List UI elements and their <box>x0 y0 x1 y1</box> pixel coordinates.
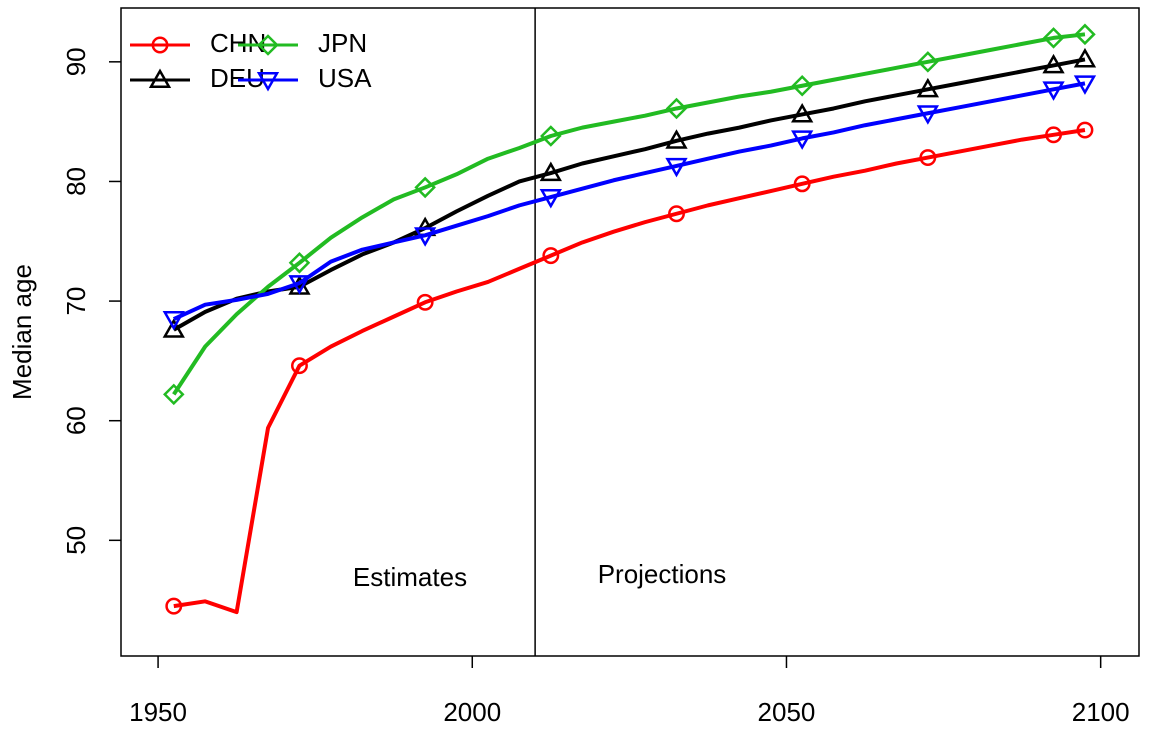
legend-label: DEU <box>210 63 265 93</box>
marker <box>793 175 811 193</box>
marker <box>665 129 688 149</box>
series-line <box>172 32 1086 396</box>
annotation: Projections <box>598 559 727 589</box>
legend-marker <box>257 34 279 56</box>
y-tick-label: 70 <box>61 287 91 316</box>
marker <box>665 97 688 120</box>
marker <box>162 311 185 331</box>
marker <box>1042 27 1065 49</box>
legend-label: JPN <box>318 28 367 58</box>
marker <box>1042 81 1065 101</box>
marker <box>165 597 183 615</box>
x-tick-label: 2000 <box>443 697 501 727</box>
marker <box>540 125 562 147</box>
marker <box>416 293 434 311</box>
x-tick-label: 1950 <box>129 697 187 727</box>
marker <box>668 205 685 223</box>
marker <box>791 74 813 97</box>
marker <box>288 275 311 295</box>
marker <box>1073 47 1097 68</box>
y-axis-label: Median age <box>7 264 37 400</box>
x-tick-label: 2050 <box>758 697 816 727</box>
marker <box>1076 121 1094 139</box>
marker <box>917 51 939 73</box>
marker <box>916 77 940 98</box>
marker <box>413 227 437 247</box>
marker <box>163 383 185 406</box>
marker <box>791 102 814 123</box>
marker <box>539 189 562 209</box>
marker <box>791 130 814 150</box>
legend-marker <box>148 68 172 88</box>
marker <box>539 161 562 182</box>
marker <box>162 318 185 338</box>
marker <box>916 105 940 125</box>
series-line <box>172 57 1086 332</box>
marker <box>1045 126 1062 144</box>
marker <box>665 157 688 178</box>
y-tick-label: 50 <box>61 526 91 555</box>
annotation: Estimates <box>353 562 467 592</box>
series-line <box>173 128 1086 615</box>
legend-marker <box>151 36 169 54</box>
marker <box>414 176 436 199</box>
marker <box>288 252 311 274</box>
legend-label: CHN <box>210 28 266 58</box>
marker <box>542 247 560 265</box>
legend-label: USA <box>318 63 372 93</box>
marker <box>1074 23 1096 46</box>
marker <box>291 357 308 375</box>
y-tick-label: 60 <box>61 406 91 435</box>
legend-marker <box>256 72 280 92</box>
marker <box>919 149 937 166</box>
plot-frame <box>120 7 1140 657</box>
y-tick-label: 80 <box>61 167 91 196</box>
x-tick-label: 2100 <box>1072 697 1130 727</box>
y-tick-label: 90 <box>61 47 91 76</box>
marker <box>1042 53 1065 74</box>
marker <box>1073 75 1097 95</box>
